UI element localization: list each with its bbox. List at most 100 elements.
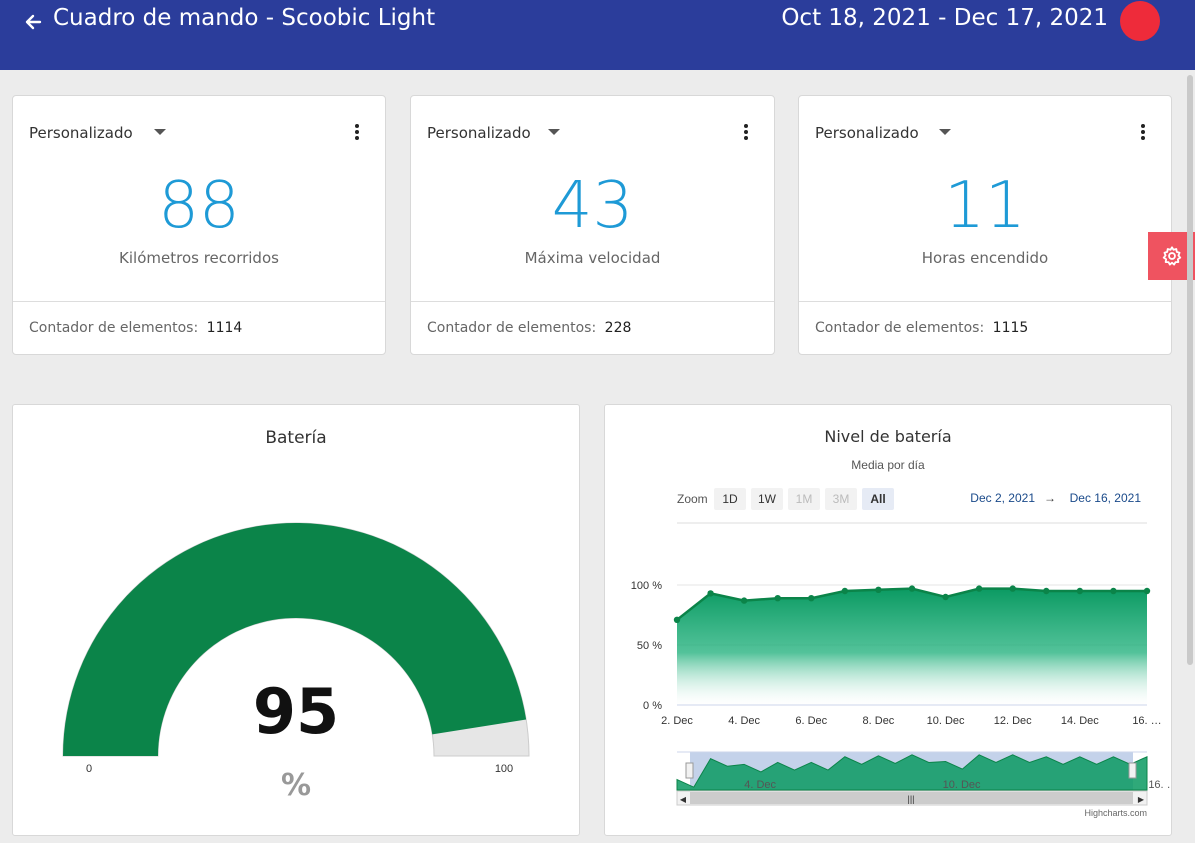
data-point[interactable] [975,585,983,592]
x-tick-label: 12. Dec [994,715,1032,727]
gauge-min-label: 0 [86,763,92,775]
stat-card-kilometros: Personalizado 88 Kilómetros recorridos C… [12,95,386,355]
stat-value: 43 [551,169,634,243]
gauge-chart: 95 % 0 100 [62,522,530,803]
data-point[interactable] [707,590,714,597]
zoom-button-3m[interactable] [825,488,857,510]
x-axis-labels: 2. Dec 4. Dec 6. Dec 8. Dec 10. Dec 12. Dec 14… [661,715,1162,727]
counter-label: Contador de elementos: [815,320,985,336]
panel-title: Batería [265,428,327,448]
element-counter: Contador de elementos: 1114 [29,320,242,336]
zoom-button-label: All [870,492,885,506]
battery-level-panel: Nivel de batería Media por día Zoom 1D 1W… [604,404,1172,836]
zoom-button-label: 1D [722,492,738,506]
divider [13,301,385,302]
y-tick-label: 100 % [631,580,662,592]
zoom-label: Zoom [677,492,708,506]
x-tick-label: 6. Dec [795,715,827,727]
more-vert-icon[interactable] [353,124,361,142]
navigator-labels: 4. Dec 10. Dec 16. … [744,779,1171,791]
data-point[interactable] [740,597,748,604]
scroll-left-icon[interactable]: ◀ [680,795,687,804]
data-point[interactable] [1110,587,1117,595]
gauge-max-label: 100 [495,763,513,775]
zoom-button-label: 1M [796,492,813,506]
stat-label: Máxima velocidad [524,249,661,267]
counter-value: 1114 [206,320,243,336]
data-point[interactable] [673,616,681,623]
counter-label: Contador de elementos: [427,320,597,336]
more-vert-icon[interactable] [1139,124,1147,142]
x-tick-label: 16. … [1132,715,1161,727]
data-point[interactable] [908,585,916,592]
data-point[interactable] [841,587,849,595]
period-dropdown[interactable]: Personalizado [815,124,919,142]
data-point[interactable] [808,595,815,602]
element-counter: Contador de elementos: 228 [427,320,631,336]
navigator-label: 4. Dec [744,779,776,791]
chart-subtitle: Media por día [851,458,925,472]
counter-label: Contador de elementos: [29,320,199,336]
stat-label: Horas encendido [921,249,1049,267]
data-point[interactable] [1143,587,1151,595]
gauge-unit: % [281,768,311,803]
gear-icon [1162,246,1181,266]
navigator-series [676,754,1148,791]
date-range-picker[interactable]: Oct 18, 2021 - Dec 17, 2021 [781,5,1108,31]
gauge-value: 95 [253,675,339,748]
y-tick-label: 50 % [637,640,662,652]
scroll-right-icon[interactable]: ▶ [1138,795,1145,804]
navigator-label: 10. Dec [943,779,981,791]
period-dropdown[interactable]: Personalizado [427,124,531,142]
more-vert-icon[interactable] [742,124,750,142]
chevron-down-icon[interactable] [154,129,166,135]
zoom-button-all[interactable] [862,488,894,510]
area-fill [677,588,1147,705]
stat-value: 88 [158,169,240,243]
data-point[interactable] [1009,585,1016,592]
counter-value: 1115 [992,320,1029,336]
data-point[interactable] [1043,587,1050,595]
x-tick-label: 8. Dec [863,715,895,727]
period-dropdown[interactable]: Personalizado [29,124,133,142]
data-point[interactable] [942,593,949,601]
data-point[interactable] [1076,587,1084,595]
y-tick-label: 0 % [643,700,662,712]
navigator-label: 16. … [1148,779,1171,791]
gauge-fill [63,522,527,756]
stat-value: 11 [944,169,1026,243]
navigator-handle-right[interactable] [1128,762,1137,779]
zoom-button-1w[interactable] [751,488,783,510]
zoom-button-1m[interactable] [788,488,820,510]
chart-credits[interactable]: Highcharts.com [1084,808,1147,818]
zoom-button-1d[interactable] [714,488,746,510]
x-tick-label: 2. Dec [661,715,693,727]
divider [799,301,1171,302]
chevron-down-icon[interactable] [548,129,560,135]
page-scrollbar[interactable] [1187,75,1193,665]
stat-card-horas: Personalizado 11 Horas encendido Contado… [798,95,1172,355]
page-title: Cuadro de mando - Scoobic Light [53,5,436,31]
chevron-down-icon[interactable] [939,129,951,135]
avatar[interactable] [1120,1,1160,41]
x-tick-label: 4. Dec [728,715,760,727]
range-arrow: → [1044,491,1056,505]
series-points [673,585,1151,623]
x-tick-label: 10. Dec [927,715,965,727]
zoom-button-label: 1W [758,492,777,506]
range-to[interactable]: Dec 16, 2021 [1070,491,1142,505]
data-point[interactable] [875,586,882,593]
navigator-handle-left[interactable] [685,762,694,779]
scrollbar-thumb[interactable] [690,792,1133,804]
x-tick-label: 14. Dec [1061,715,1099,727]
battery-gauge-panel: Batería 95 % 0 100 [12,404,580,836]
arrow-left-icon[interactable] [22,8,44,36]
scrollbar-grip-icon: ||| [907,794,914,804]
stat-card-velocidad: Personalizado 43 Máxima velocidad Contad… [410,95,775,355]
zoom-button-label: 3M [833,492,850,506]
y-axis-labels: 0 % 50 % 100 % [631,580,662,712]
element-counter: Contador de elementos: 1115 [815,320,1028,336]
battery-level-chart: Nivel de batería Media por día Zoom 1D 1W… [631,427,1171,818]
range-from[interactable]: Dec 2, 2021 [970,491,1035,505]
data-point[interactable] [774,595,781,602]
